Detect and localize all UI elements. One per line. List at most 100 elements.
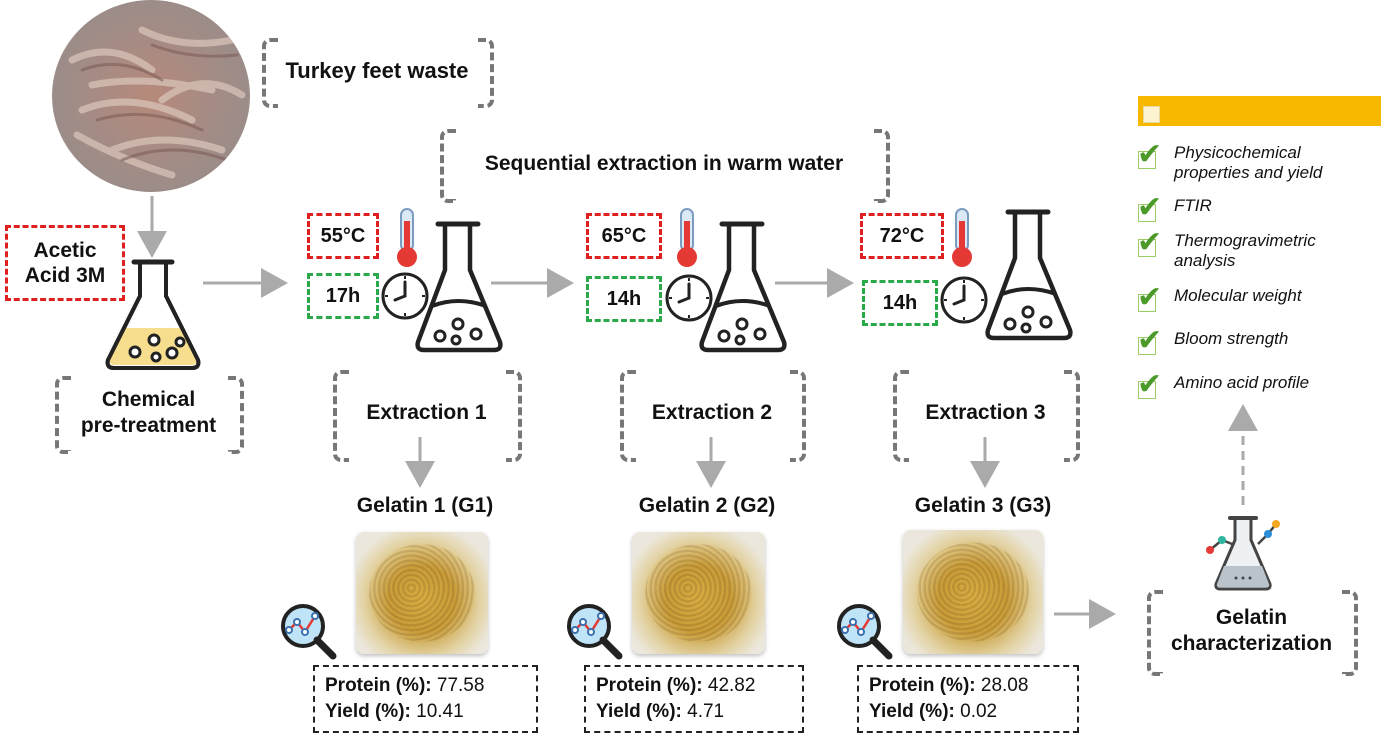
ext1-protein-value: 77.58 bbox=[436, 675, 485, 696]
sequential-right-bracket bbox=[874, 129, 890, 203]
sequential-label: Sequential extraction in warm water bbox=[484, 151, 844, 175]
ext1-yield-row: Yield (%): 10.41 bbox=[325, 699, 526, 725]
ext2-yield-label: Yield (%): bbox=[596, 700, 682, 722]
characterization-label-line1: Gelatin bbox=[1215, 605, 1288, 629]
check-item-label: Bloom strength bbox=[1174, 329, 1289, 348]
gelatin1-photo bbox=[356, 532, 488, 654]
ext3-yield-label: Yield (%): bbox=[869, 700, 955, 722]
checkbox-icon: ✔ bbox=[1137, 140, 1162, 170]
thermometer-icon bbox=[952, 208, 972, 267]
pretreatment-right-bracket bbox=[228, 376, 244, 454]
ext3-results-box: Protein (%): 28.08 Yield (%): 0.02 bbox=[857, 665, 1079, 733]
gelatin1-title: Gelatin 1 (G1) bbox=[356, 494, 494, 517]
sequential-left-bracket bbox=[440, 129, 456, 203]
waste-label-right-bracket bbox=[478, 38, 494, 108]
check-mark-icon: ✔ bbox=[1137, 368, 1163, 401]
pretreatment-left-bracket bbox=[55, 376, 71, 454]
ext2-yield-row: Yield (%): 4.71 bbox=[596, 699, 792, 725]
header-bar-square bbox=[1143, 106, 1160, 123]
check-item-molecular-weight: ✔ Molecular weight bbox=[1137, 283, 1302, 313]
ext2-temp-box: 65°C bbox=[586, 213, 662, 259]
ext2-right-bracket bbox=[790, 370, 806, 462]
ext1-analysis-magnifier-icon bbox=[281, 604, 337, 660]
thermometer-icon bbox=[397, 208, 417, 267]
gelatin2-photo bbox=[632, 532, 765, 654]
pretreatment-label-line1: Chemical bbox=[101, 387, 196, 411]
turkey-feet-texture bbox=[68, 26, 246, 179]
gelatin3-photo bbox=[903, 530, 1043, 654]
waste-label-left-bracket bbox=[262, 38, 278, 108]
ext1-yield-label: Yield (%): bbox=[325, 700, 411, 722]
ext3-time-box: 14h bbox=[862, 280, 938, 326]
ext1-yield-value: 10.41 bbox=[416, 700, 464, 722]
ext2-flask-icon bbox=[699, 221, 787, 353]
acetic-acid-label: Acetic Acid 3M bbox=[24, 238, 106, 287]
check-item-ftir: ✔ FTIR bbox=[1137, 193, 1212, 223]
ext2-protein-value: 42.82 bbox=[707, 675, 756, 696]
ext3-analysis-magnifier-icon bbox=[837, 604, 893, 660]
checkbox-icon: ✔ bbox=[1137, 283, 1162, 313]
check-mark-icon: ✔ bbox=[1137, 324, 1163, 357]
pretreatment-flask-icon bbox=[105, 259, 201, 370]
characterization-label: Gelatin characterization bbox=[1159, 594, 1344, 668]
ext1-label: Extraction 1 bbox=[366, 400, 487, 424]
ext2-left-bracket bbox=[620, 370, 636, 462]
ext2-yield-value: 4.71 bbox=[687, 700, 725, 722]
ext1-flask-icon bbox=[415, 221, 503, 353]
ext3-protein-label: Protein (%): bbox=[869, 675, 976, 696]
ext2-analysis-magnifier-icon bbox=[567, 604, 623, 660]
check-item-amino-acid: ✔ Amino acid profile bbox=[1137, 370, 1310, 400]
acetic-acid-box: Acetic Acid 3M bbox=[5, 225, 125, 301]
check-item-thermogravimetric: ✔ Thermogravimetric analysis bbox=[1137, 226, 1364, 272]
ext3-yield-row: Yield (%): 0.02 bbox=[869, 699, 1067, 725]
ext3-label: Extraction 3 bbox=[925, 400, 1046, 424]
characterization-left-bracket bbox=[1147, 590, 1163, 676]
ext3-protein-value: 28.08 bbox=[980, 675, 1029, 696]
clock-icon bbox=[381, 272, 429, 320]
check-item-bloom-strength: ✔ Bloom strength bbox=[1137, 326, 1289, 356]
ext1-protein-label: Protein (%): bbox=[325, 675, 432, 696]
pretreatment-label: Chemical pre-treatment bbox=[67, 380, 230, 446]
check-mark-icon: ✔ bbox=[1137, 138, 1163, 171]
checkbox-icon: ✔ bbox=[1137, 370, 1162, 400]
ext3-right-bracket bbox=[1064, 370, 1080, 462]
check-item-label: Amino acid profile bbox=[1174, 373, 1310, 392]
thermometer-icon bbox=[677, 208, 697, 267]
characterization-label-line2: characterization bbox=[1170, 632, 1333, 655]
check-mark-icon: ✔ bbox=[1137, 191, 1163, 224]
ext3-left-bracket bbox=[893, 370, 909, 462]
gelatin3-title: Gelatin 3 (G3) bbox=[914, 494, 1052, 517]
characterization-header-bar bbox=[1138, 96, 1381, 126]
ext1-results-box: Protein (%): 77.58 Yield (%): 10.41 bbox=[313, 665, 538, 733]
ext2-label: Extraction 2 bbox=[651, 400, 773, 424]
ext3-temp-box: 72°C bbox=[860, 213, 944, 259]
gelatin2-title: Gelatin 2 (G2) bbox=[638, 494, 776, 517]
checkbox-icon: ✔ bbox=[1137, 193, 1162, 223]
ext3-protein-row: Protein (%): 28.08 bbox=[869, 673, 1067, 699]
ext1-time-box: 17h bbox=[307, 273, 379, 319]
clock-icon bbox=[665, 274, 713, 322]
ext2-protein-row: Protein (%): 42.82 bbox=[596, 673, 792, 699]
ext3-yield-value: 0.02 bbox=[960, 700, 998, 722]
ext1-right-bracket bbox=[506, 370, 522, 462]
pretreatment-label-line2: pre-treatment bbox=[80, 414, 217, 437]
characterization-flask-icon bbox=[1206, 516, 1280, 591]
check-item-label: Molecular weight bbox=[1174, 286, 1302, 305]
checkbox-icon: ✔ bbox=[1137, 326, 1162, 356]
check-item-physicochemical: ✔ Physicochemical properties and yield bbox=[1137, 140, 1344, 184]
ext3-flask-icon bbox=[985, 209, 1073, 341]
check-item-label: Physicochemical properties and yield bbox=[1174, 143, 1323, 183]
waste-label: Turkey feet waste bbox=[285, 58, 469, 84]
check-mark-icon: ✔ bbox=[1137, 281, 1163, 314]
check-mark-icon: ✔ bbox=[1137, 226, 1163, 259]
check-item-label: FTIR bbox=[1174, 196, 1212, 215]
ext1-left-bracket bbox=[333, 370, 349, 462]
turkey-feet-photo bbox=[52, 0, 250, 192]
characterization-right-bracket bbox=[1342, 590, 1358, 676]
ext1-protein-row: Protein (%): 77.58 bbox=[325, 673, 526, 699]
ext2-protein-label: Protein (%): bbox=[596, 675, 703, 696]
check-item-label: Thermogravimetric analysis bbox=[1174, 231, 1316, 271]
ext2-results-box: Protein (%): 42.82 Yield (%): 4.71 bbox=[584, 665, 804, 733]
ext1-temp-box: 55°C bbox=[307, 213, 379, 259]
